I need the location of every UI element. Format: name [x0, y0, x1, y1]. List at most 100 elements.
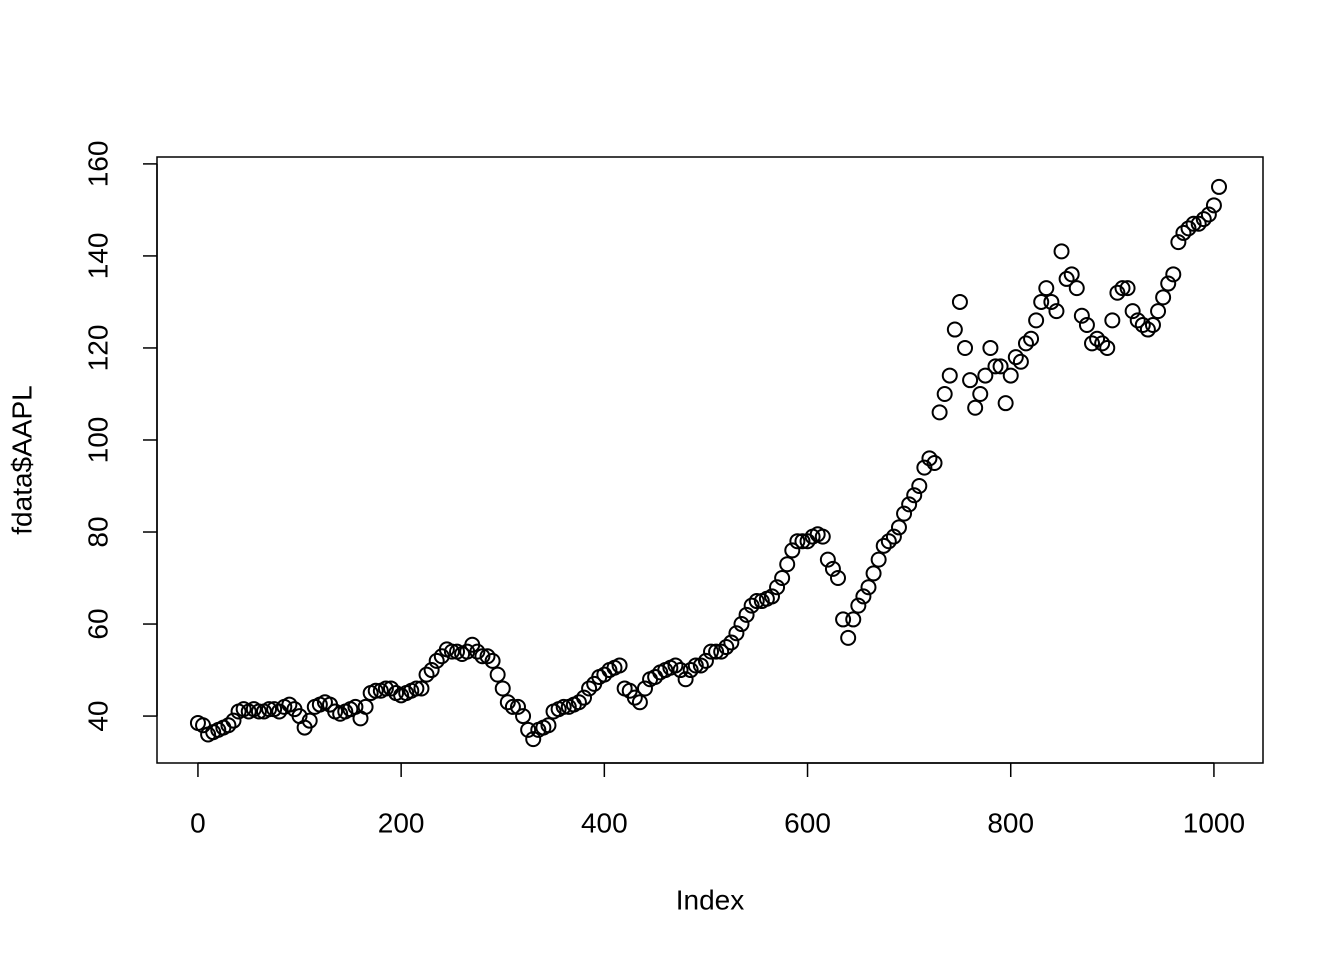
point: [408, 680, 425, 697]
point: [225, 712, 242, 729]
point: [769, 579, 786, 596]
point: [250, 703, 267, 720]
point: [220, 717, 237, 734]
point: [576, 689, 593, 706]
x-tick-label: 200: [378, 807, 425, 838]
point: [474, 648, 491, 665]
plot-box: [156, 156, 1264, 764]
point: [941, 367, 958, 384]
point: [814, 528, 831, 545]
point: [281, 696, 298, 713]
point: [626, 689, 643, 706]
point: [1063, 266, 1080, 283]
point: [357, 698, 374, 715]
point: [1068, 280, 1085, 297]
y-tick-label: 120: [82, 325, 113, 372]
point: [1144, 316, 1161, 333]
point: [570, 694, 587, 711]
point: [1023, 330, 1040, 347]
point: [509, 698, 526, 715]
point: [692, 657, 709, 674]
point: [1165, 266, 1182, 283]
point: [962, 372, 979, 389]
point: [987, 358, 1004, 375]
point: [1160, 275, 1177, 292]
y-axis-label: fdata$AAPL: [6, 385, 37, 534]
point: [845, 611, 862, 628]
point: [870, 551, 887, 568]
point: [636, 680, 653, 697]
point: [830, 570, 847, 587]
point: [677, 671, 694, 688]
point: [860, 579, 877, 596]
point: [906, 487, 923, 504]
point: [855, 588, 872, 605]
point: [494, 680, 511, 697]
point: [1175, 224, 1192, 241]
point: [723, 634, 740, 651]
point: [977, 367, 994, 384]
point: [708, 643, 725, 660]
point: [865, 565, 882, 582]
point: [525, 731, 542, 748]
point: [835, 611, 852, 628]
point: [261, 701, 278, 718]
point: [921, 450, 938, 467]
point: [672, 662, 689, 679]
point: [443, 643, 460, 660]
point: [1043, 293, 1060, 310]
point: [738, 606, 755, 623]
point: [489, 666, 506, 683]
point: [423, 662, 440, 679]
point: [885, 528, 902, 545]
point: [890, 519, 907, 536]
point: [703, 643, 720, 660]
point: [992, 358, 1009, 375]
point: [1002, 367, 1019, 384]
x-tick-label: 0: [190, 807, 206, 838]
point: [926, 454, 943, 471]
point: [733, 616, 750, 633]
point: [916, 459, 933, 476]
point: [896, 505, 913, 522]
point: [1017, 335, 1034, 352]
point: [763, 588, 780, 605]
point: [682, 662, 699, 679]
point: [1211, 178, 1228, 195]
point: [1124, 303, 1141, 320]
point: [951, 293, 968, 310]
x-tick-label: 400: [581, 807, 628, 838]
point: [515, 708, 532, 725]
point: [1139, 321, 1156, 338]
point: [784, 542, 801, 559]
point: [1119, 280, 1136, 297]
point: [840, 629, 857, 646]
point: [499, 694, 516, 711]
point: [555, 698, 572, 715]
point: [687, 657, 704, 674]
point: [850, 597, 867, 614]
point: [967, 399, 984, 416]
point: [1048, 303, 1065, 320]
point: [794, 533, 811, 550]
x-tick-label: 800: [987, 807, 1034, 838]
point: [748, 593, 765, 610]
point: [911, 477, 928, 494]
point: [1205, 197, 1222, 214]
point: [1028, 312, 1045, 329]
point: [581, 680, 598, 697]
point: [1007, 349, 1024, 366]
point: [1114, 280, 1131, 297]
point: [789, 533, 806, 550]
point: [367, 682, 384, 699]
y-tick-label: 140: [82, 233, 113, 280]
point: [377, 680, 394, 697]
x-tick-label: 600: [784, 807, 831, 838]
point: [667, 657, 684, 674]
point: [1129, 312, 1146, 329]
point: [1180, 220, 1197, 237]
point: [428, 652, 445, 669]
point: [728, 625, 745, 642]
point: [697, 652, 714, 669]
point: [301, 712, 318, 729]
